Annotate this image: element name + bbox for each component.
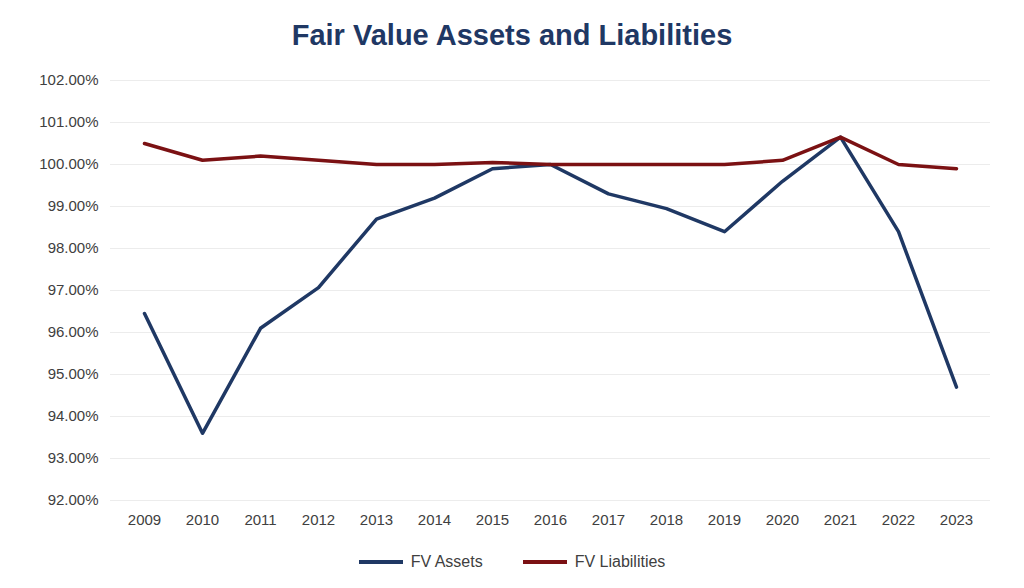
svg-text:94.00%: 94.00%	[48, 407, 99, 424]
svg-text:2013: 2013	[360, 511, 393, 528]
svg-text:2023: 2023	[940, 511, 973, 528]
svg-text:93.00%: 93.00%	[48, 449, 99, 466]
svg-text:2018: 2018	[650, 511, 683, 528]
html-text:Fair Value Assets and Liabilit: Fair Value Assets and Liabilities	[291, 19, 733, 51]
svg-text:99.00%: 99.00%	[48, 197, 99, 214]
svg-text:2012: 2012	[302, 511, 335, 528]
svg-text:97.00%: 97.00%	[48, 281, 99, 298]
svg-text:2017: 2017	[592, 511, 625, 528]
svg-text:2010: 2010	[186, 511, 219, 528]
svg-text:2019: 2019	[708, 511, 741, 528]
svg-text:2020: 2020	[766, 511, 799, 528]
svg-text:2016: 2016	[534, 511, 567, 528]
svg-text:92.00%: 92.00%	[48, 491, 99, 508]
svg-text:101.00%: 101.00%	[39, 113, 98, 130]
svg-text:98.00%: 98.00%	[48, 239, 99, 256]
svg-text:2022: 2022	[882, 511, 915, 528]
svg-text:2015: 2015	[476, 511, 509, 528]
svg-text:102.00%: 102.00%	[39, 71, 98, 88]
svg-text:2014: 2014	[418, 511, 451, 528]
svg-text:2009: 2009	[128, 511, 161, 528]
svg-text:95.00%: 95.00%	[48, 365, 99, 382]
html-text:FV Liabilities: FV Liabilities	[574, 553, 666, 570]
html-text:FV Assets: FV Assets	[410, 553, 483, 570]
svg-text:96.00%: 96.00%	[48, 323, 99, 340]
svg-text:2011: 2011	[244, 511, 276, 528]
svg-text:2021: 2021	[824, 511, 857, 528]
svg-text:100.00%: 100.00%	[39, 155, 98, 172]
